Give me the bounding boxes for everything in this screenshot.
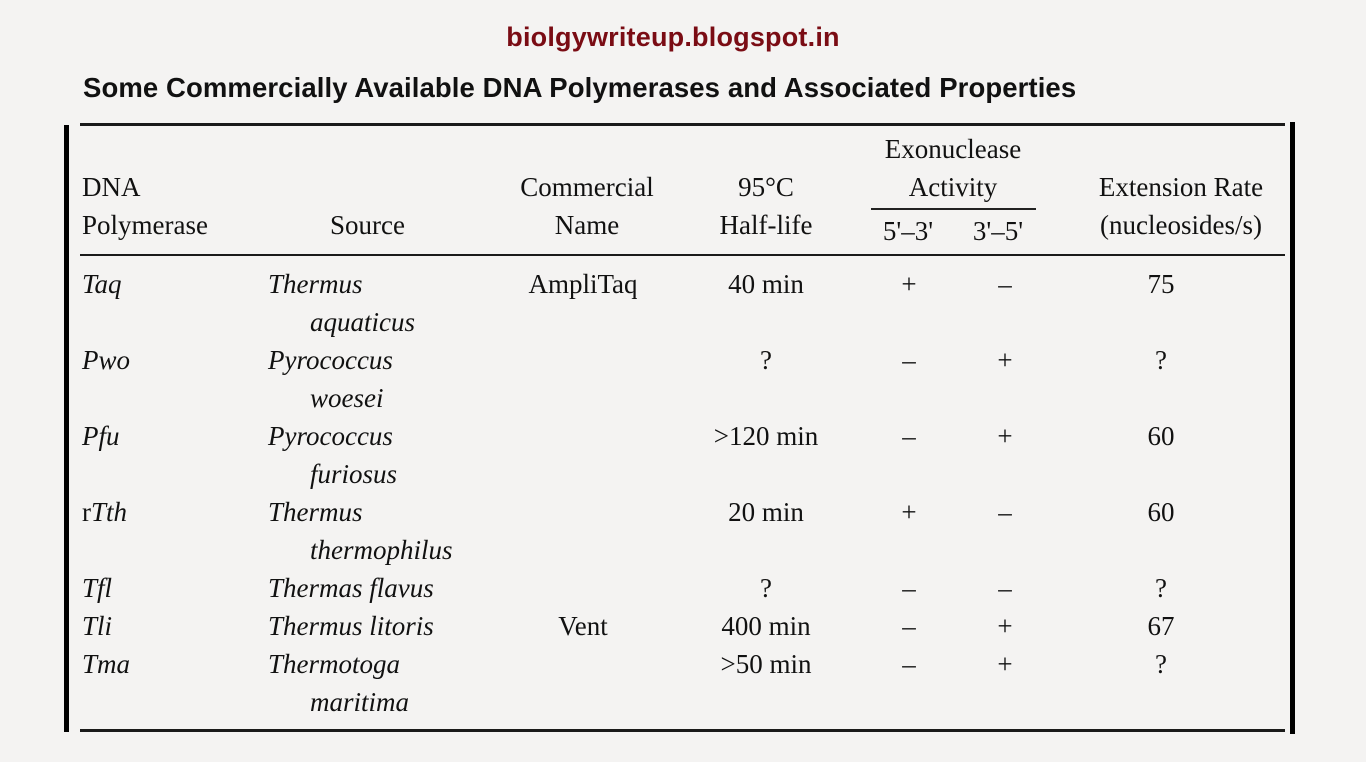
polymerase-name: Tfl [82, 573, 113, 603]
source-species: furiosus [310, 459, 398, 489]
exo-35: + [997, 345, 1013, 375]
source-genus: Thermas flavus [268, 573, 434, 603]
polymerase-name: Tli [82, 611, 113, 641]
source-genus: Thermus [268, 269, 363, 299]
half-life: ? [760, 573, 772, 603]
extension-rate: 75 [1147, 269, 1175, 299]
polymerase-prefix: r [82, 497, 91, 527]
half-life: 20 min [728, 497, 804, 527]
bottom-rule [80, 729, 1285, 732]
header-rule [80, 254, 1285, 256]
exo-35: + [997, 611, 1013, 641]
top-rule [80, 123, 1285, 126]
half-life: >120 min [713, 421, 819, 451]
exo-35: – [998, 573, 1012, 603]
exo-53: – [902, 421, 916, 451]
polymerase-name: rTth [82, 493, 127, 531]
extension-rate: ? [1155, 345, 1167, 375]
exo-35: + [997, 421, 1013, 451]
exo-35: – [998, 269, 1012, 299]
left-border [64, 125, 69, 732]
source-genus: Thermotoga [268, 649, 401, 679]
source-species: thermophilus [310, 535, 453, 565]
source-genus: Pyrococcus [268, 345, 393, 375]
exonuclease-divider [871, 208, 1036, 210]
exo-53: + [901, 497, 917, 527]
source-species: woesei [310, 383, 384, 413]
source-genus: Thermus litoris [268, 611, 434, 641]
source-genus: Pyrococcus [268, 421, 393, 451]
polymerase-name: Pfu [82, 421, 120, 451]
header-commercial-line1: Commercial [520, 172, 654, 202]
table-title: Some Commercially Available DNA Polymera… [83, 72, 1077, 103]
exo-53: + [901, 269, 917, 299]
header-extension-line2: (nucleosides/s) [1100, 210, 1262, 240]
extension-rate: ? [1155, 573, 1167, 603]
right-border [1290, 122, 1295, 734]
extension-rate: 67 [1147, 611, 1175, 641]
header-halflife-line2: Half-life [719, 210, 813, 240]
exo-35: + [997, 649, 1013, 679]
header-source: Source [330, 210, 405, 240]
source-species: aquaticus [310, 307, 415, 337]
header-extension-line1: Extension Rate [1098, 172, 1264, 202]
header-exo-35: 3'–5' [972, 216, 1024, 246]
polymerase-abbrev: Tth [91, 497, 128, 527]
watermark-url: biolgywriteup.blogspot.in [506, 22, 840, 52]
commercial-name: AmpliTaq [528, 269, 638, 299]
header-commercial-line2: Name [554, 210, 620, 240]
extension-rate: 60 [1147, 421, 1175, 451]
exo-53: – [902, 611, 916, 641]
header-polymerase-line1: DNA [82, 172, 141, 202]
exo-53: – [902, 345, 916, 375]
half-life: ? [760, 345, 772, 375]
header-exo-53: 5'–3' [882, 216, 934, 246]
extension-rate: ? [1155, 649, 1167, 679]
commercial-name: Vent [558, 611, 608, 641]
half-life: 400 min [721, 611, 811, 641]
polymerase-name: Tma [82, 649, 131, 679]
exo-35: – [998, 497, 1012, 527]
polymerase-name: Taq [82, 269, 122, 299]
header-exonuclease-line1: Exonuclease [884, 134, 1022, 164]
source-species: maritima [310, 687, 410, 717]
polymerase-name: Pwo [82, 345, 131, 375]
exo-53: – [902, 573, 916, 603]
header-halflife-line1: 95°C [738, 172, 794, 202]
half-life: 40 min [728, 269, 804, 299]
header-exonuclease-line2: Activity [908, 172, 998, 202]
extension-rate: 60 [1147, 497, 1175, 527]
half-life: >50 min [720, 649, 812, 679]
header-polymerase-line2: Polymerase [82, 210, 208, 240]
exo-53: – [902, 649, 916, 679]
source-genus: Thermus [268, 497, 363, 527]
